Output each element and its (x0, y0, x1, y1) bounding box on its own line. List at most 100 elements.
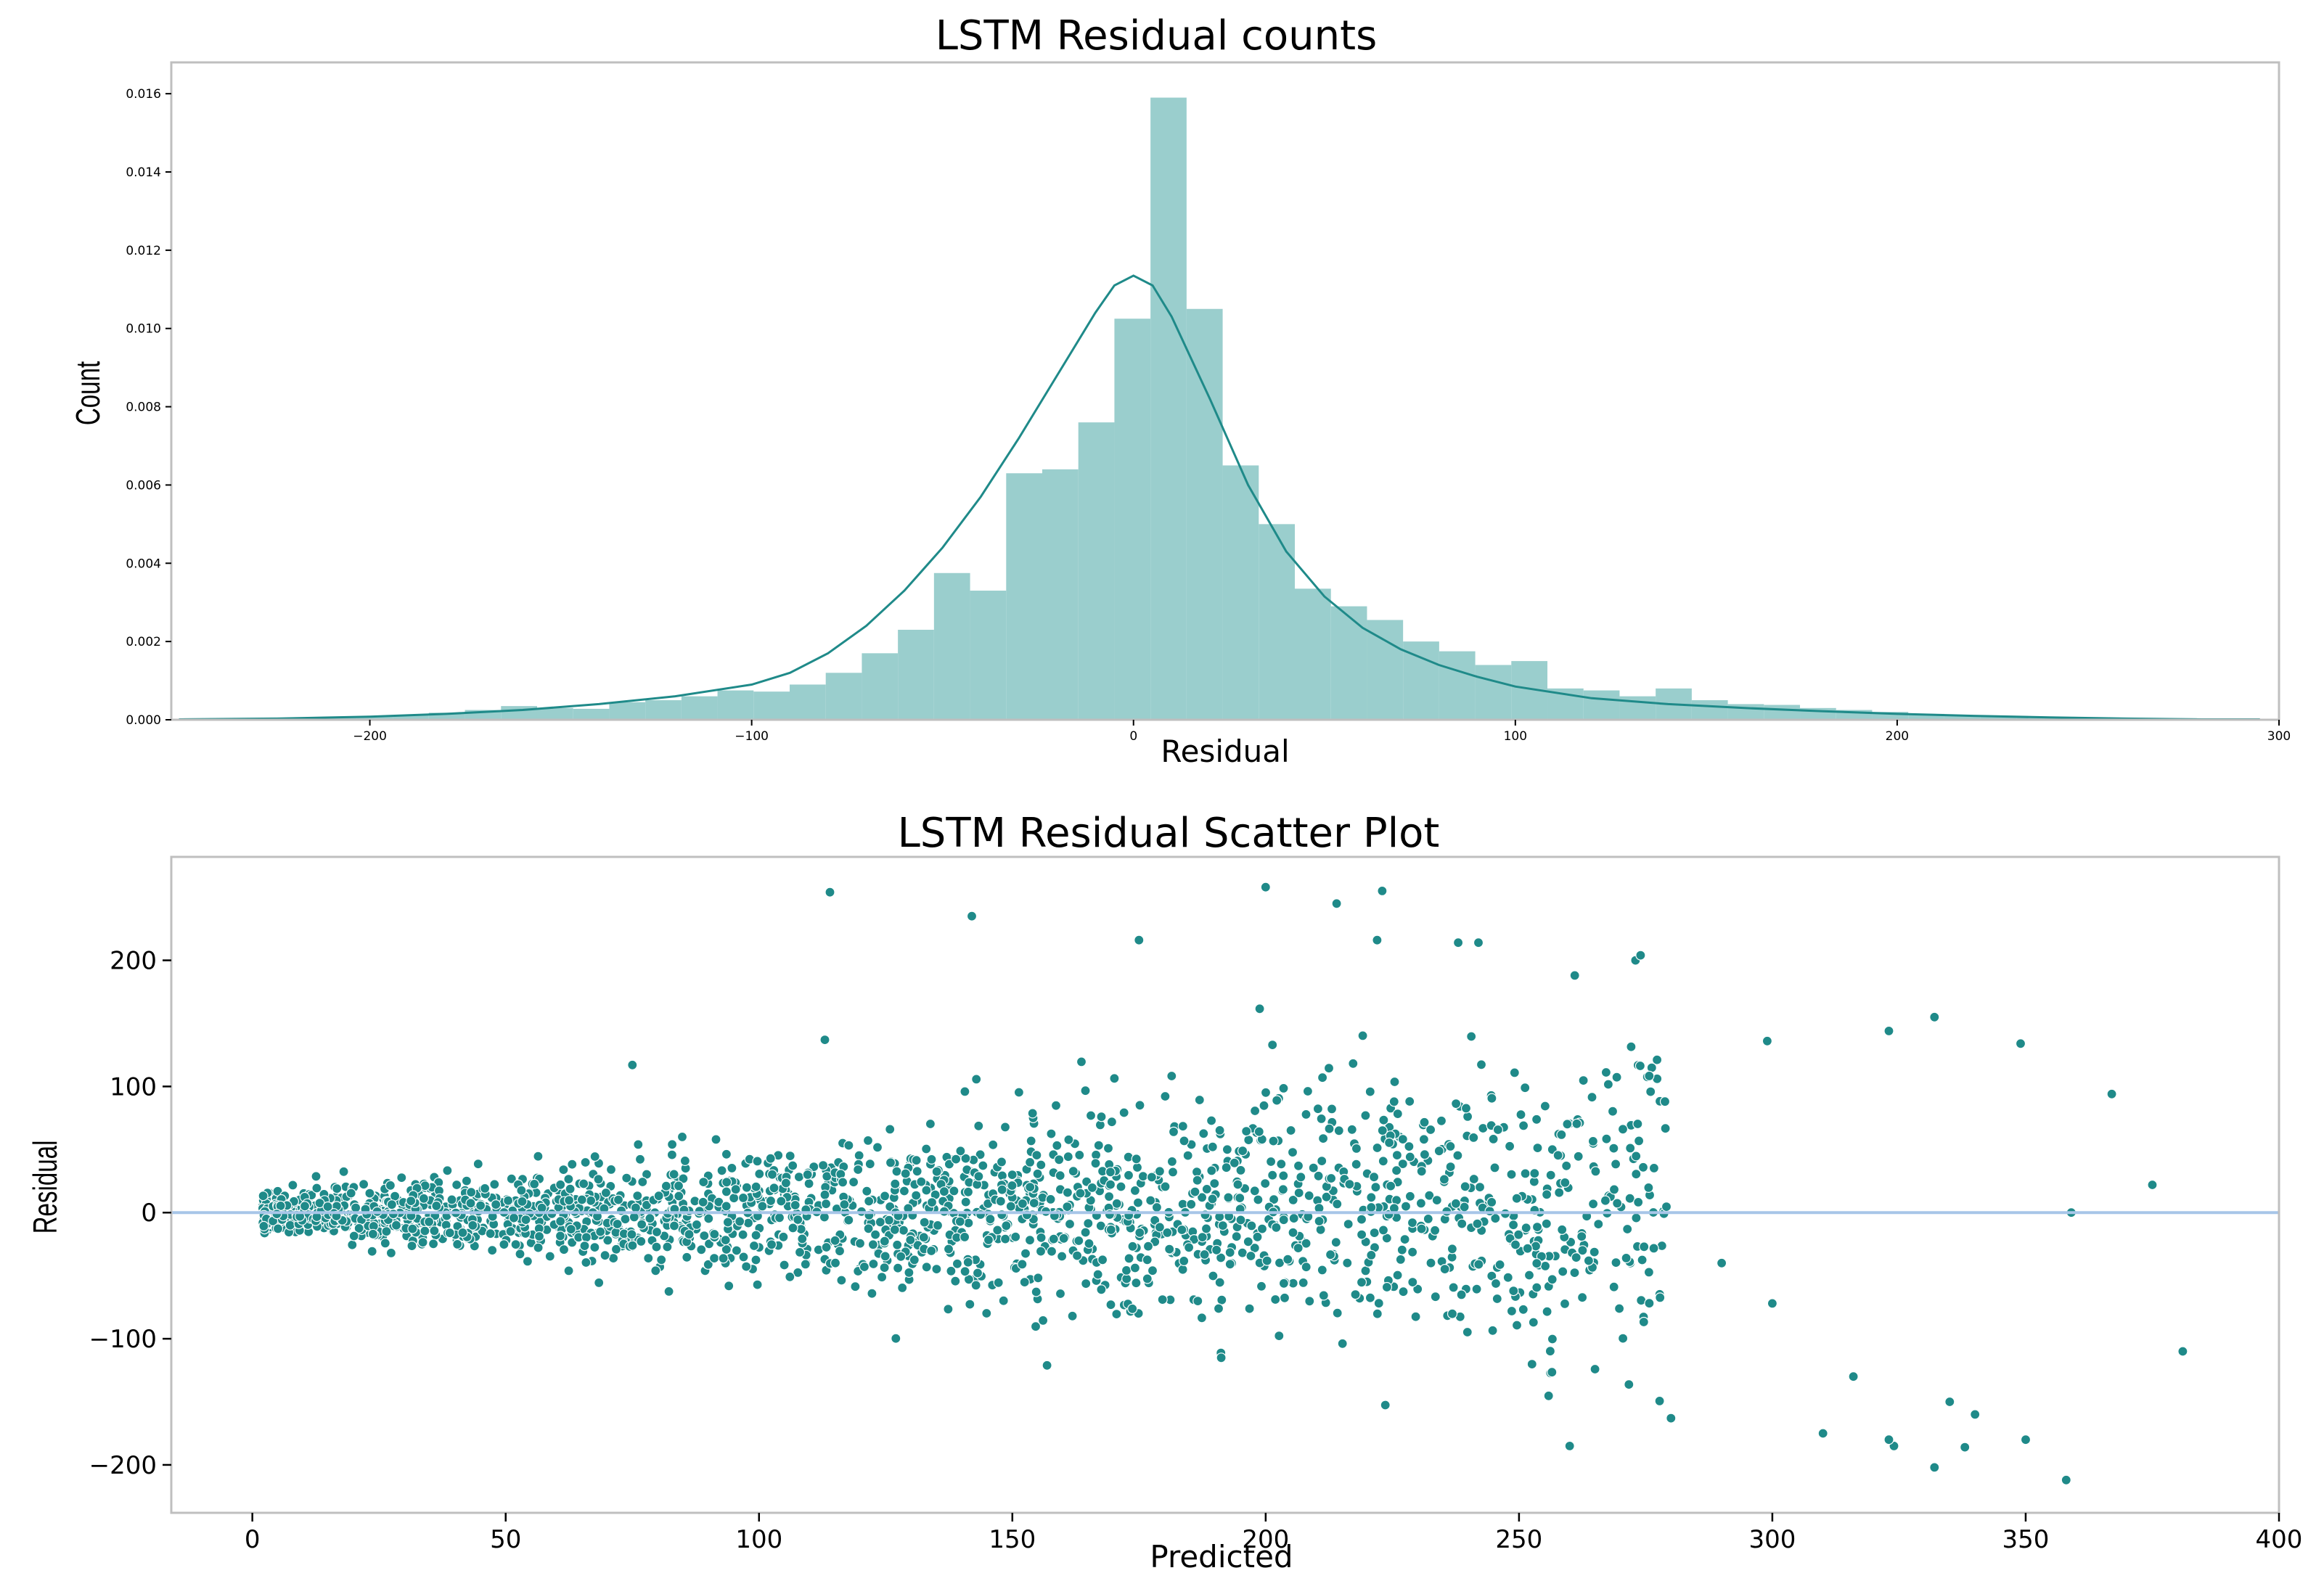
scatter-point (1317, 1072, 1328, 1083)
scatter-point (1265, 1156, 1277, 1167)
y-tick-label: 0.016 (126, 87, 161, 102)
scatter-point (870, 1229, 881, 1240)
scatter-point (889, 1224, 900, 1235)
scatter-point (864, 1159, 875, 1170)
scatter-point (1397, 1158, 1408, 1170)
scatter-point (580, 1157, 591, 1168)
scatter-point (381, 1226, 392, 1237)
scatter-point (703, 1259, 713, 1270)
scatter-point (581, 1232, 592, 1243)
histogram-bar (356, 716, 393, 720)
scatter-point (694, 1205, 705, 1217)
scatter-point (1259, 1100, 1269, 1111)
scatter-point (1452, 1150, 1463, 1161)
y-tick-label: 0.008 (126, 401, 161, 415)
scatter-point (1564, 1440, 1575, 1452)
scatter-point (633, 1139, 644, 1150)
scatter-point (1192, 1175, 1203, 1186)
scatter-point (1486, 1196, 1497, 1208)
scatter-point (1166, 1070, 1177, 1082)
scatter-point (1217, 1220, 1228, 1231)
scatter-point (900, 1168, 911, 1179)
scatter-point (1229, 1157, 1240, 1168)
scatter-point (1622, 1223, 1633, 1235)
scatter-point (1298, 1277, 1309, 1289)
histogram-frame (170, 61, 2280, 721)
scatter-point (1331, 898, 1342, 909)
scatter-point (1216, 1294, 1227, 1305)
scatter-point (962, 1186, 974, 1197)
scatter-point (406, 1240, 417, 1252)
scatter-point (668, 1169, 679, 1180)
scatter-point (787, 1223, 798, 1233)
scatter-point (1076, 1056, 1087, 1067)
scatter-point (663, 1286, 674, 1297)
scatter-point (853, 1164, 864, 1175)
scatter-point (691, 1219, 703, 1231)
scatter-point (563, 1173, 574, 1185)
scatter-point (1569, 970, 1580, 981)
scatter-point (1020, 1248, 1031, 1259)
histogram-bar (1367, 620, 1404, 720)
scatter-point (1518, 1120, 1529, 1131)
scatter-point (1508, 1285, 1519, 1297)
scatter-point (431, 1200, 442, 1212)
scatter-point (593, 1174, 604, 1185)
scatter-point (1314, 1215, 1325, 1227)
scatter-point (1473, 937, 1484, 948)
scatter-point (727, 1162, 737, 1174)
scatter-point (1487, 1325, 1498, 1336)
scatter-point (738, 1252, 749, 1262)
scatter-point (1577, 1245, 1588, 1256)
scatter-point (673, 1181, 684, 1191)
scatter-point (1293, 1160, 1304, 1171)
scatter-point (1105, 1179, 1116, 1190)
scatter-point (995, 1196, 1006, 1207)
scatter-point (533, 1242, 544, 1253)
histogram-kde (179, 274, 2260, 720)
scatter-point (1418, 1134, 1430, 1145)
scatter-point (1050, 1100, 1062, 1111)
scatter-point (1607, 1106, 1619, 1117)
scatter-point (1617, 1124, 1629, 1135)
scatter-point (1473, 1259, 1484, 1270)
scatter-point (1369, 1227, 1380, 1239)
histogram-bar (717, 690, 754, 720)
y-tick-label: 0.006 (126, 478, 161, 493)
scatter-point (272, 1223, 284, 1234)
scatter-point (1419, 1117, 1430, 1128)
scatter-point (1145, 1195, 1156, 1206)
scatter-point (697, 1196, 708, 1207)
scatter-point (1278, 1215, 1289, 1225)
scatter-point (931, 1263, 942, 1275)
scatter-point (385, 1180, 396, 1191)
histogram-bar (1583, 690, 1620, 720)
scatter-point (1526, 1358, 1537, 1370)
scatter-point (1081, 1278, 1092, 1289)
scatter-point (602, 1235, 613, 1246)
scatter-point (1296, 1172, 1306, 1183)
scatter-point (1223, 1192, 1234, 1203)
scatter-point (1539, 1101, 1550, 1112)
scatter-point (1659, 1096, 1671, 1107)
scatter-point (996, 1157, 1007, 1167)
scatter-point (766, 1239, 777, 1250)
scatter-point (1588, 1199, 1599, 1210)
scatter-point (367, 1246, 377, 1257)
scatter-point (819, 1189, 830, 1200)
scatter-point (1552, 1150, 1563, 1161)
scatter-point (1400, 1201, 1412, 1212)
scatter-point (709, 1228, 720, 1240)
y-tick-label: 0.014 (126, 165, 161, 180)
histogram-bar (753, 691, 790, 720)
scatter-point (911, 1190, 922, 1201)
scatter-point (1407, 1218, 1418, 1228)
scatter-point (565, 1223, 576, 1235)
scatter-point (1150, 1215, 1161, 1226)
scatter-point (843, 1140, 854, 1151)
scatter-point (820, 1199, 832, 1210)
scatter-point (1643, 1182, 1654, 1194)
scatter-point (750, 1255, 761, 1265)
scatter-point (1468, 1173, 1479, 1185)
scatter-point (997, 1184, 1007, 1195)
